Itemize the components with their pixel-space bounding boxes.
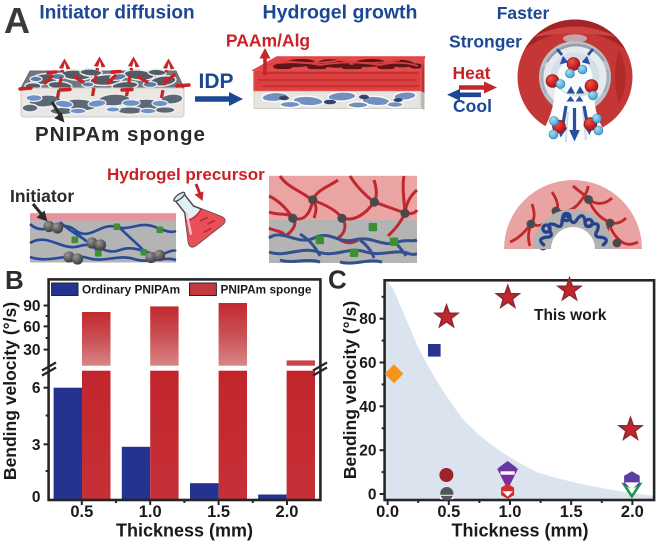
svg-text:1.0: 1.0 xyxy=(499,503,522,521)
svg-text:90: 90 xyxy=(23,298,40,315)
svg-text:80: 80 xyxy=(359,311,376,328)
svg-text:Stronger: Stronger xyxy=(449,32,522,52)
svg-text:1.5: 1.5 xyxy=(560,503,583,521)
svg-text:A: A xyxy=(4,0,30,41)
svg-text:0.5: 0.5 xyxy=(70,503,93,521)
svg-text:Faster: Faster xyxy=(497,3,550,23)
svg-text:Hydrogel growth: Hydrogel growth xyxy=(263,2,418,24)
svg-text:Initiator diffusion: Initiator diffusion xyxy=(39,3,194,24)
svg-text:6: 6 xyxy=(32,380,41,397)
svg-text:2.0: 2.0 xyxy=(621,503,644,521)
svg-text:B: B xyxy=(5,265,24,295)
svg-text:Thickness (mm): Thickness (mm) xyxy=(116,521,253,541)
svg-text:Thickness (mm): Thickness (mm) xyxy=(451,521,588,541)
svg-text:0.5: 0.5 xyxy=(437,503,460,521)
svg-text:2.0: 2.0 xyxy=(276,503,299,521)
svg-text:PAAm/Alg: PAAm/Alg xyxy=(226,31,310,51)
svg-text:3: 3 xyxy=(32,437,41,454)
svg-text:20: 20 xyxy=(359,443,376,460)
svg-text:60: 60 xyxy=(359,355,376,372)
svg-text:0.0: 0.0 xyxy=(376,503,399,521)
svg-text:Heat: Heat xyxy=(453,63,491,83)
svg-text:PNIPAm sponge: PNIPAm sponge xyxy=(35,123,206,146)
svg-text:60: 60 xyxy=(23,319,40,336)
svg-text:0: 0 xyxy=(368,487,377,504)
svg-text:This work: This work xyxy=(534,307,607,324)
svg-text:C: C xyxy=(328,265,347,295)
svg-text:Initiator: Initiator xyxy=(10,186,74,206)
svg-text:Bending velocity (°/s): Bending velocity (°/s) xyxy=(0,302,20,480)
svg-text:Cool: Cool xyxy=(453,96,492,116)
svg-text:30: 30 xyxy=(23,342,40,359)
svg-text:1.5: 1.5 xyxy=(207,503,230,521)
svg-text:0: 0 xyxy=(32,489,41,506)
svg-text:Bending velocity (°/s): Bending velocity (°/s) xyxy=(340,301,360,479)
svg-text:IDP: IDP xyxy=(198,70,233,93)
svg-text:Hydrogel precursor: Hydrogel precursor xyxy=(107,165,265,184)
svg-text:Ordinary PNIPAm: Ordinary PNIPAm xyxy=(82,283,180,297)
svg-text:1.0: 1.0 xyxy=(139,503,162,521)
svg-text:40: 40 xyxy=(359,399,376,416)
svg-text:PNIPAm sponge: PNIPAm sponge xyxy=(221,283,312,297)
